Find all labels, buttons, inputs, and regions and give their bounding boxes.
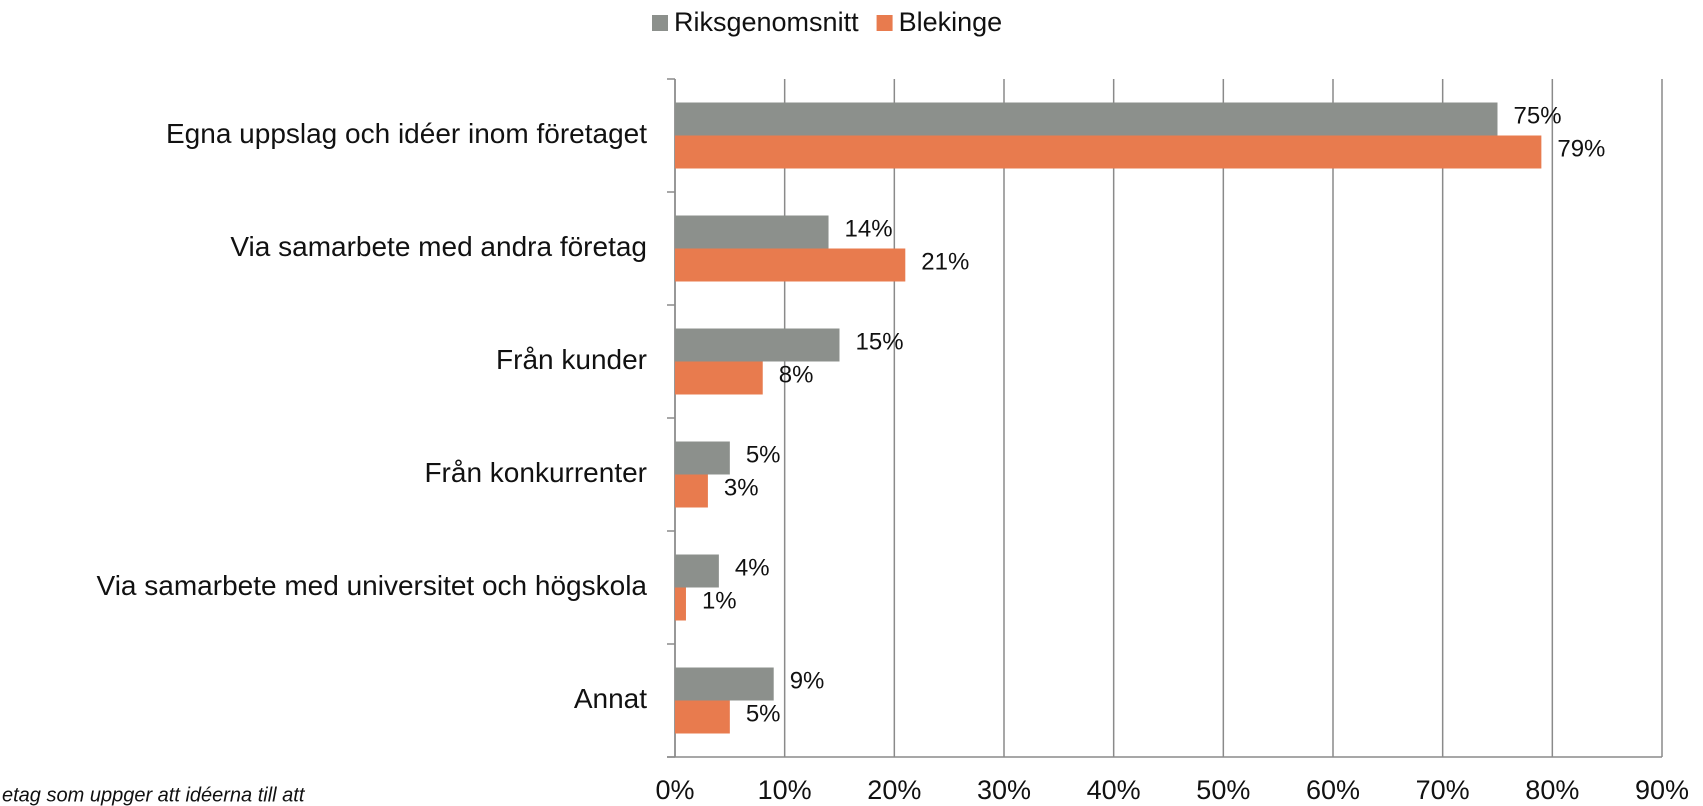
value-label: 9% bbox=[790, 667, 825, 694]
x-tick-label: 60% bbox=[1306, 775, 1360, 805]
x-tick-label: 0% bbox=[655, 775, 694, 805]
bar bbox=[675, 554, 719, 588]
y-tick-label: Via samarbete med universitet och högsko… bbox=[97, 570, 648, 601]
value-label: 5% bbox=[746, 441, 781, 468]
value-label: 75% bbox=[1514, 102, 1562, 129]
legend-label: Riksgenomsnitt bbox=[674, 7, 859, 37]
y-tick-label: Från kunder bbox=[496, 344, 647, 375]
x-tick-label: 30% bbox=[977, 775, 1031, 805]
x-tick-label: 70% bbox=[1416, 775, 1470, 805]
y-tick-label: Via samarbete med andra företag bbox=[230, 231, 647, 262]
y-tick-label: Annat bbox=[574, 683, 647, 714]
legend-swatch bbox=[876, 15, 893, 31]
bar bbox=[675, 248, 906, 282]
value-label: 4% bbox=[735, 554, 770, 581]
value-label: 21% bbox=[921, 248, 969, 275]
x-tick-label: 50% bbox=[1196, 775, 1250, 805]
y-tick-label: Från konkurrenter bbox=[424, 457, 647, 488]
x-tick-label: 20% bbox=[867, 775, 921, 805]
y-tick-label: Egna uppslag och idéer inom företaget bbox=[166, 118, 647, 149]
value-label: 1% bbox=[702, 587, 737, 614]
legend-label: Blekinge bbox=[899, 7, 1003, 37]
bar bbox=[675, 102, 1498, 136]
bar bbox=[675, 587, 686, 621]
bar bbox=[675, 700, 730, 734]
value-label: 15% bbox=[856, 328, 904, 355]
footnote: etag som uppger att idéerna till att bbox=[2, 784, 306, 806]
bar bbox=[675, 328, 840, 362]
bar bbox=[675, 667, 774, 701]
bar bbox=[675, 215, 829, 249]
x-tick-label: 90% bbox=[1635, 775, 1689, 805]
value-label: 5% bbox=[746, 700, 781, 727]
value-label: 14% bbox=[845, 215, 893, 242]
legend-swatch bbox=[652, 15, 668, 31]
bar bbox=[675, 441, 730, 475]
x-tick-label: 40% bbox=[1087, 775, 1141, 805]
value-label: 79% bbox=[1557, 135, 1605, 162]
x-tick-label: 80% bbox=[1525, 775, 1579, 805]
value-label: 3% bbox=[724, 474, 759, 501]
bar bbox=[675, 361, 763, 395]
value-label: 8% bbox=[779, 361, 814, 388]
bar bbox=[675, 135, 1542, 169]
bar bbox=[675, 474, 708, 508]
x-tick-label: 10% bbox=[758, 775, 812, 805]
